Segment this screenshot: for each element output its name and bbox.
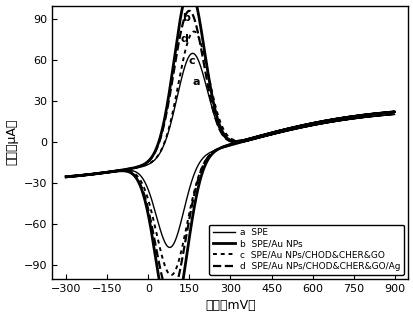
Legend: a  SPE, b  SPE/Au NPs, c  SPE/Au NPs/CHOD&CHER&GO, d  SPE/Au NPs/CHOD&CHER&GO/Ag: a SPE, b SPE/Au NPs, c SPE/Au NPs/CHOD&C… [209,225,403,274]
Text: d: d [180,34,188,45]
Text: a: a [192,77,199,87]
X-axis label: 电压（mV）: 电压（mV） [205,300,255,313]
Text: b: b [182,13,190,23]
Y-axis label: 电流（μA）: 电流（μA） [5,119,19,165]
Text: c: c [188,56,195,66]
